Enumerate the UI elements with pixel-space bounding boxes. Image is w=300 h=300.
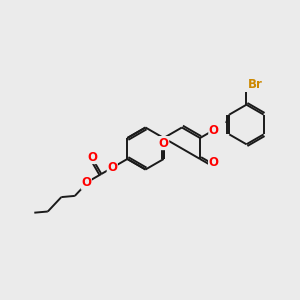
Text: O: O — [159, 136, 169, 150]
Text: O: O — [209, 124, 219, 136]
Text: O: O — [81, 176, 91, 189]
Text: Br: Br — [248, 78, 263, 91]
Text: O: O — [88, 151, 98, 164]
Text: O: O — [107, 161, 117, 174]
Text: O: O — [208, 156, 219, 170]
